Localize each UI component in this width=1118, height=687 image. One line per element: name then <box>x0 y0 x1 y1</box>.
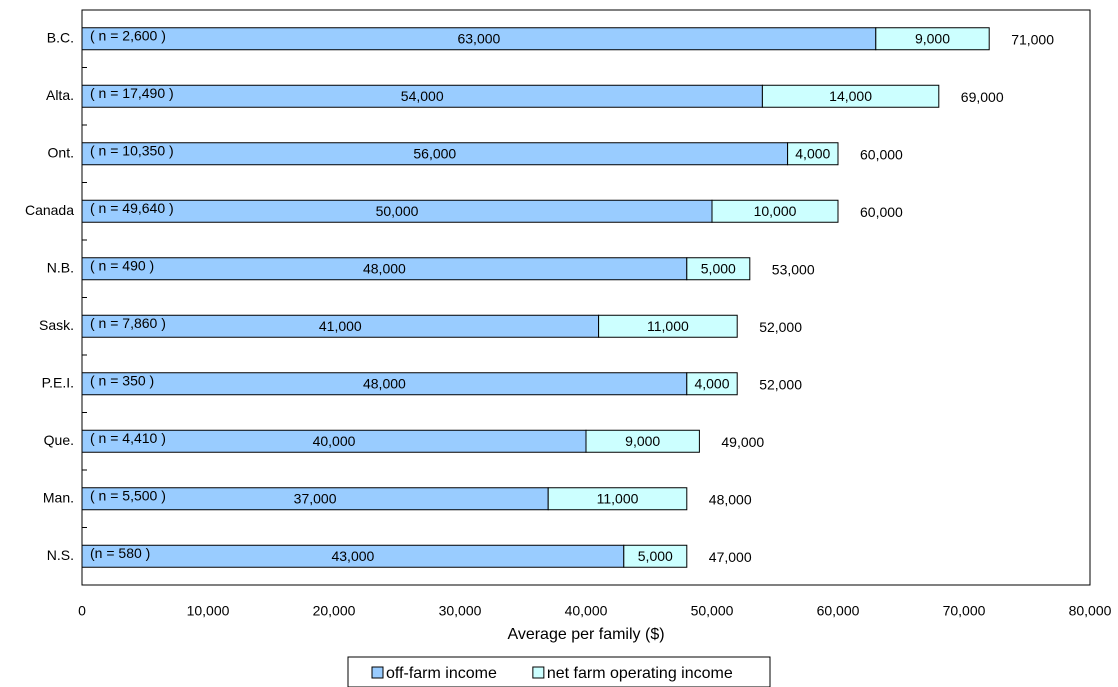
y-tick-label: Man. <box>43 489 74 505</box>
x-tick-label: 50,000 <box>691 603 734 619</box>
total-label: 53,000 <box>772 261 815 277</box>
annotation: ( n = 49,640 ) <box>90 200 174 216</box>
total-label: 60,000 <box>860 146 903 162</box>
total-label: 69,000 <box>961 89 1004 105</box>
bar-segment <box>598 314 738 338</box>
bar-segment <box>686 372 738 396</box>
data-label: 14,000 <box>829 88 872 104</box>
annotation: ( n = 7,860 ) <box>90 315 166 331</box>
data-label: 43,000 <box>331 548 374 564</box>
bar-segment <box>547 487 688 511</box>
y-tick-label: Alta. <box>46 87 74 103</box>
x-tick-label: 0 <box>78 603 86 619</box>
x-tick-label: 70,000 <box>943 603 986 619</box>
y-tick-label: Canada <box>25 202 74 218</box>
legend-swatch <box>532 666 545 679</box>
data-label: 11,000 <box>647 318 689 334</box>
x-tick-label: 60,000 <box>817 603 860 619</box>
annotation: ( n = 17,490 ) <box>90 85 174 101</box>
annotation: ( n = 5,500 ) <box>90 487 166 503</box>
data-label: 9,000 <box>915 30 950 46</box>
annotation: ( n = 490 ) <box>90 257 154 273</box>
annotation: (n = 580 ) <box>90 545 150 561</box>
total-label: 49,000 <box>721 434 764 450</box>
data-label: 56,000 <box>413 145 456 161</box>
bar-segment <box>623 544 688 568</box>
annotation: ( n = 4,410 ) <box>90 430 166 446</box>
data-label: 10,000 <box>754 203 797 219</box>
annotation: ( n = 2,600 ) <box>90 27 166 43</box>
bar-segment <box>686 257 751 281</box>
bar-segment <box>875 27 990 51</box>
total-label: 71,000 <box>1011 31 1054 47</box>
data-label: 63,000 <box>457 30 500 46</box>
annotation: ( n = 350 ) <box>90 372 154 388</box>
data-label: 4,000 <box>694 375 729 391</box>
data-label: 11,000 <box>597 490 639 506</box>
legend-label: off-farm income <box>386 665 497 682</box>
data-label: 37,000 <box>294 490 337 506</box>
y-tick-label: B.C. <box>47 29 74 45</box>
y-tick-label: N.B. <box>47 259 74 275</box>
data-label: 50,000 <box>376 203 419 219</box>
y-tick-label: N.S. <box>47 547 74 563</box>
data-label: 48,000 <box>363 260 406 276</box>
total-label: 52,000 <box>759 376 802 392</box>
x-tick-label: 30,000 <box>439 603 482 619</box>
data-label: 40,000 <box>313 433 356 449</box>
data-label: 9,000 <box>625 433 660 449</box>
x-axis-label: Average per family ($) <box>507 626 664 643</box>
data-label: 41,000 <box>319 318 362 334</box>
y-tick-label: Que. <box>44 432 74 448</box>
total-label: 48,000 <box>709 491 752 507</box>
y-tick-label: Ont. <box>48 144 74 160</box>
total-label: 52,000 <box>759 319 802 335</box>
x-tick-label: 80,000 <box>1069 603 1112 619</box>
annotation: ( n = 10,350 ) <box>90 142 174 158</box>
data-label: 54,000 <box>401 88 444 104</box>
y-tick-label: Sask. <box>39 317 74 333</box>
data-label: 5,000 <box>638 548 673 564</box>
legend-label: net farm operating income <box>547 665 733 682</box>
bar-segment <box>787 142 839 166</box>
total-label: 47,000 <box>709 549 752 565</box>
legend-swatch <box>371 666 384 679</box>
legend-frame <box>347 656 771 687</box>
bar-segment <box>585 429 700 453</box>
x-tick-label: 10,000 <box>187 603 230 619</box>
data-label: 5,000 <box>701 260 736 276</box>
y-tick-label: P.E.I. <box>42 374 74 390</box>
x-tick-label: 40,000 <box>565 603 608 619</box>
bar-segment <box>761 84 940 108</box>
total-label: 60,000 <box>860 204 903 220</box>
data-label: 4,000 <box>795 145 830 161</box>
bar-segment <box>711 199 839 223</box>
data-label: 48,000 <box>363 375 406 391</box>
x-tick-label: 20,000 <box>313 603 356 619</box>
